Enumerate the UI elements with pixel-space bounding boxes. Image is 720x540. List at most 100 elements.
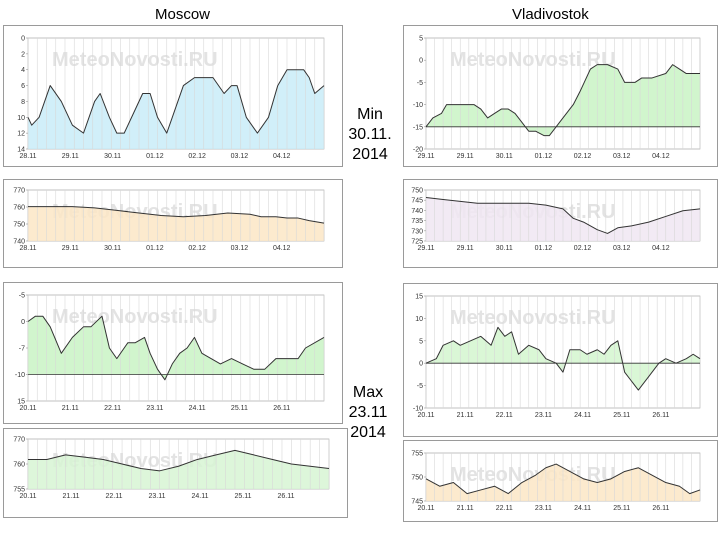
- y-tick-label: 15: [415, 294, 423, 301]
- x-tick-label: 23.11: [149, 493, 166, 500]
- title-moscow: Moscow: [155, 6, 211, 23]
- x-tick-label: 22.11: [106, 493, 123, 500]
- moscow-min-pressure-chart: MeteoNovosti.RU 770 760 750 740 28.11 29.11 30.…: [3, 179, 343, 268]
- y-tick-label: 755: [411, 451, 423, 458]
- x-tick-label: 24.11: [574, 412, 591, 419]
- series-line: [27, 315, 325, 381]
- y-tick-label: 10: [17, 115, 25, 122]
- x-tick-label: 20.11: [20, 405, 37, 412]
- y-tick-label: 770: [13, 437, 25, 444]
- x-tick-label: 22.11: [104, 405, 121, 412]
- y-tick-label: 725: [411, 239, 423, 246]
- y-tick-label: 770: [13, 188, 25, 195]
- x-tick-label: 29.11: [418, 245, 435, 252]
- y-tick-label: -5: [417, 80, 423, 87]
- y-tick-label: 760: [13, 205, 25, 212]
- chart-svg: MeteoNovosti.RU75074574073573072529.1129…: [411, 188, 701, 252]
- y-tick-label: 745: [411, 499, 423, 506]
- x-tick-label: 29.11: [457, 153, 474, 160]
- x-tick-label: 28.11: [20, 153, 37, 160]
- y-tick-label: 730: [411, 228, 423, 235]
- x-tick-label: 29.11: [457, 245, 474, 252]
- x-tick-label: 02.12: [188, 245, 206, 252]
- x-tick-label: 20.11: [418, 412, 435, 419]
- x-tick-label: 23.11: [535, 412, 552, 419]
- x-tick-label: 30.11: [104, 245, 121, 252]
- x-tick-label: 30.11: [496, 153, 513, 160]
- x-tick-label: 22.11: [496, 412, 513, 419]
- max-annotation: Max 23.11 2014: [338, 383, 398, 443]
- watermark-text: MeteoNovosti.RU: [52, 49, 218, 71]
- series-line: [425, 64, 700, 137]
- x-tick-label: 04.12: [652, 245, 670, 252]
- y-tick-label: -5: [417, 383, 423, 390]
- watermark-text: MeteoNovosti.RU: [450, 49, 616, 71]
- y-tick-label: 6: [21, 83, 25, 90]
- x-tick-label: 26.11: [278, 493, 295, 500]
- x-tick-label: 03.12: [231, 153, 249, 160]
- y-tick-label: 5: [419, 338, 423, 345]
- x-tick-label: 22.11: [496, 505, 513, 512]
- moscow-min-temperature-chart: MeteoNovosti.RU 0 2 4 6 8 10 12 14 28.11 29.11 30.1…: [3, 25, 343, 167]
- x-tick-label: 01.12: [146, 153, 164, 160]
- max-year: 2014: [350, 424, 386, 441]
- y-tick-label: 4: [21, 67, 25, 74]
- moscow-max-pressure-chart: MeteoNovosti.RU 770 760 755 20.11 21.11 22.11 2…: [3, 428, 348, 518]
- x-tick-label: 25.11: [231, 405, 248, 412]
- x-tick-label: 03.12: [613, 245, 631, 252]
- y-tick-label: -10: [413, 102, 423, 109]
- y-tick-label: 12: [17, 131, 25, 138]
- series-line: [425, 463, 701, 495]
- vladivostok-min-pressure-chart: MeteoNovosti.RU75074574073573072529.1129…: [403, 179, 718, 268]
- x-tick-label: 26.11: [273, 405, 290, 412]
- y-tick-label: 750: [411, 188, 423, 195]
- y-tick-label: 0: [21, 319, 25, 326]
- y-tick-label: -10: [413, 406, 423, 413]
- x-tick-label: 23.11: [146, 405, 163, 412]
- y-tick-label: 8: [21, 99, 25, 106]
- y-tick-label: 15: [17, 399, 25, 406]
- y-tick-label: 740: [411, 208, 423, 215]
- watermark-text: MeteoNovosti.RU: [52, 306, 218, 328]
- y-tick-label: -10: [15, 372, 25, 379]
- x-tick-label: 23.11: [535, 505, 552, 512]
- y-tick-label: 755: [13, 487, 25, 494]
- y-tick-label: -7: [19, 346, 25, 353]
- y-tick-label: 14: [17, 147, 25, 154]
- y-tick-label: -5: [19, 293, 25, 300]
- y-tick-label: 745: [411, 198, 423, 205]
- max-date: 23.11: [348, 404, 388, 421]
- vladivostok-min-temperature-chart: MeteoNovosti.RU 5 0 -5 -10 -15 -20 29.11 29.11 30…: [403, 25, 718, 167]
- min-year: 2014: [352, 146, 388, 163]
- y-tick-label: 0: [419, 361, 423, 368]
- x-tick-label: 02.12: [574, 153, 592, 160]
- min-date: 30.11.: [348, 126, 392, 143]
- min-annotation: Min 30.11. 2014: [340, 105, 400, 165]
- vladivostok-max-pressure-chart: MeteoNovosti.RU 755 750 745 20.11 21.11 22.11 2…: [403, 440, 718, 522]
- x-tick-label: 20.11: [418, 505, 435, 512]
- x-tick-label: 24.11: [192, 493, 209, 500]
- x-tick-label: 01.12: [535, 245, 553, 252]
- y-tick-label: -15: [413, 124, 423, 131]
- max-label: Max: [352, 384, 384, 401]
- x-tick-label: 26.11: [652, 505, 669, 512]
- title-vladivostok: Vladivostok: [512, 6, 589, 23]
- x-tick-label: 25.11: [613, 412, 630, 419]
- min-label: Min: [357, 106, 383, 123]
- x-tick-label: 04.12: [273, 245, 291, 252]
- x-tick-label: 29.11: [62, 153, 79, 160]
- x-tick-label: 25.11: [613, 505, 630, 512]
- x-tick-label: 30.11: [496, 245, 513, 252]
- watermark-text: MeteoNovosti.RU: [450, 307, 616, 329]
- series-line: [27, 69, 325, 134]
- y-tick-label: 735: [411, 218, 423, 225]
- x-tick-label: 03.12: [231, 245, 249, 252]
- x-tick-label: 26.11: [652, 412, 669, 419]
- x-tick-label: 24.11: [189, 405, 206, 412]
